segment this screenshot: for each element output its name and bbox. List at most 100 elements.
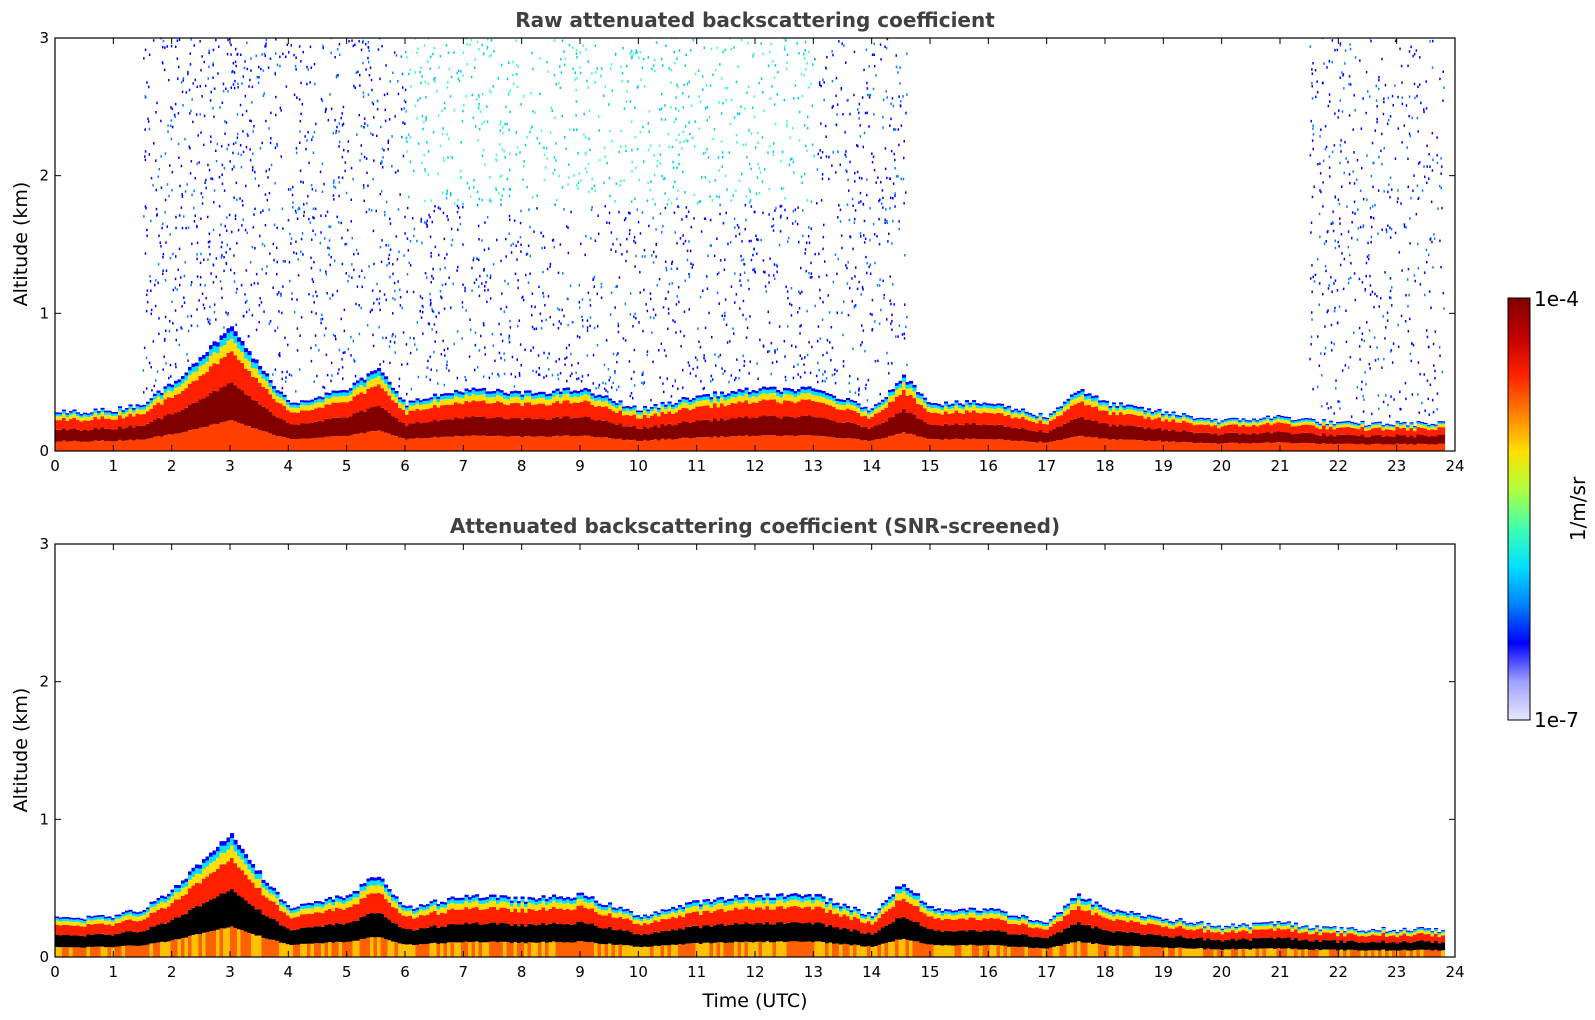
noise-point [529,272,531,275]
layer-cell [174,383,179,388]
noise-point [342,122,345,126]
noise-point [191,98,193,101]
noise-point [779,230,782,233]
noise-point [844,153,846,156]
noise-point [818,252,820,256]
noise-point [177,142,180,146]
noise-point [175,255,177,258]
layer-cell [69,412,74,416]
noise-point [633,384,636,387]
noise-point [312,229,314,232]
noise-point [1421,189,1424,192]
layer-cell [153,396,158,400]
noise-point [427,359,429,363]
noise-point [527,281,530,284]
noise-point [220,287,223,290]
layer-cell [723,400,728,407]
noise-point [1362,197,1365,201]
noise-point [570,352,572,356]
layer-cell [569,391,574,394]
noise-point [675,138,677,142]
noise-point [578,336,581,339]
layer-cell [671,439,676,451]
layer-cell [877,412,882,425]
noise-point [421,297,424,300]
noise-point [683,310,686,313]
layer-cell [681,399,686,403]
layer-cell [163,386,168,389]
noise-point [443,307,446,310]
noise-point [348,274,350,278]
noise-point [768,213,770,216]
layer-cell [720,391,725,394]
noise-point [738,232,741,236]
noise-point [884,221,886,225]
noise-point [203,114,206,118]
noise-point [837,257,839,261]
noise-point [484,285,486,288]
noise-point [290,237,293,240]
layer-cell [776,390,781,393]
noise-point [685,206,688,209]
noise-point [1412,189,1414,193]
noise-point [807,50,810,54]
noise-point [235,323,237,327]
layer-cell [170,387,175,392]
noise-point [420,217,423,221]
layer-cell [191,429,196,451]
noise-point [558,320,560,323]
noise-point [232,83,235,86]
noise-point [177,112,180,115]
noise-point [335,129,338,133]
noise-point [880,308,882,312]
layer-cell [128,413,133,426]
noise-point [335,337,337,341]
layer-cell [856,403,861,406]
noise-point [835,171,837,174]
noise-point [190,281,193,284]
noise-point [824,370,826,373]
layer-cell [594,420,599,438]
noise-point [372,333,374,337]
noise-point [889,177,891,180]
layer-cell [90,413,95,417]
layer-cell [181,409,186,433]
layer-cell [380,431,385,451]
noise-point [512,242,514,246]
noise-point [684,64,687,67]
noise-point [621,79,623,83]
layer-cell [702,405,707,420]
layer-cell [982,424,987,439]
noise-point [683,334,685,338]
layer-cell [566,416,571,436]
noise-point [800,266,802,270]
noise-point [492,263,495,266]
noise-point [1330,341,1333,344]
layer-cell [534,398,539,405]
noise-point [845,155,847,158]
noise-point [654,173,656,177]
layer-cell [160,404,165,420]
layer-cell [447,395,452,399]
noise-point [652,360,654,364]
layer-cell [566,390,571,394]
noise-point [144,252,147,255]
noise-point [724,86,727,90]
noise-point [184,190,187,193]
noise-point [552,323,555,326]
noise-point [486,120,489,124]
noise-point [193,220,196,223]
noise-point [695,374,697,378]
noise-point [1426,181,1428,185]
layer-cell [324,436,329,451]
noise-point [392,333,394,336]
noise-point [610,63,613,66]
noise-point [347,280,349,283]
noise-point [249,119,251,122]
layer-cell [338,436,343,451]
noise-point [611,89,614,92]
layer-cell [335,402,340,418]
noise-point [242,150,245,154]
noise-point [1329,100,1331,103]
layer-cell [552,436,557,451]
